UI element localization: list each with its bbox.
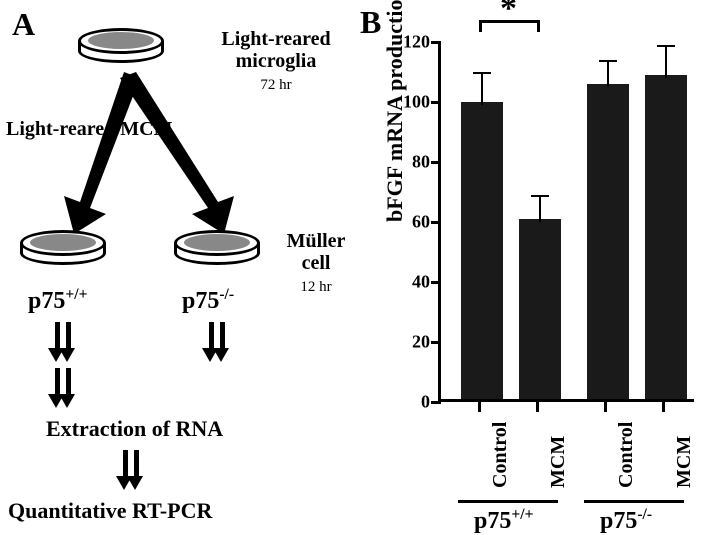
error-bar bbox=[665, 45, 667, 78]
y-tick-label: 0 bbox=[421, 392, 430, 413]
x-tick bbox=[536, 402, 539, 412]
y-tick bbox=[431, 401, 441, 404]
bar bbox=[519, 219, 561, 399]
y-tick bbox=[431, 341, 441, 344]
microglia-text: Light-reared microglia bbox=[221, 28, 330, 72]
group-line bbox=[458, 500, 558, 503]
error-bar bbox=[481, 72, 483, 105]
x-tick-label: Control bbox=[615, 422, 638, 488]
muller-label: Müller cell 12 hr bbox=[272, 230, 360, 296]
extraction-label: Extraction of RNA bbox=[46, 416, 223, 442]
muller-text: Müller cell bbox=[287, 230, 346, 274]
x-tick bbox=[478, 402, 481, 412]
y-tick-label: 20 bbox=[412, 332, 430, 353]
group-label: p75-/- bbox=[600, 506, 652, 535]
x-tick-label: MCM bbox=[547, 436, 570, 488]
panel-a-label: A bbox=[12, 6, 35, 43]
error-bar bbox=[607, 60, 609, 87]
arrow-double-icon bbox=[52, 368, 76, 408]
error-cap bbox=[531, 195, 549, 197]
group-label: p75+/+ bbox=[474, 506, 533, 535]
x-tick bbox=[662, 402, 665, 412]
x-tick bbox=[604, 402, 607, 412]
y-tick bbox=[431, 101, 441, 104]
group-line bbox=[584, 500, 684, 503]
bar bbox=[587, 84, 629, 399]
y-tick-label: 60 bbox=[412, 212, 430, 233]
mcm-label: Light-reared MCM bbox=[6, 118, 172, 141]
y-tick bbox=[431, 161, 441, 164]
dish-muller-right-icon bbox=[174, 230, 260, 268]
x-tick-label: Control bbox=[489, 422, 512, 488]
significance-star: * bbox=[500, 0, 517, 28]
muller-time: 12 hr bbox=[300, 279, 331, 295]
dish-muller-left-icon bbox=[20, 230, 106, 268]
error-cap bbox=[473, 72, 491, 74]
panel-b: B bFGF mRNA production * 020406080100120… bbox=[360, 0, 720, 534]
panel-a: A Light-reared microglia 72 hr Light-rea… bbox=[0, 0, 360, 534]
y-tick-label: 100 bbox=[403, 92, 430, 113]
x-tick-label: MCM bbox=[673, 436, 696, 488]
y-tick bbox=[431, 41, 441, 44]
arrow-double-icon bbox=[206, 322, 230, 362]
genotype-right: p75-/- bbox=[182, 286, 234, 315]
y-tick-label: 80 bbox=[412, 152, 430, 173]
genotype-left: p75+/+ bbox=[28, 286, 87, 315]
bar-chart: * 020406080100120ControlMCMControlMCMp75… bbox=[438, 42, 694, 402]
y-tick-label: 40 bbox=[412, 272, 430, 293]
y-tick bbox=[431, 281, 441, 284]
error-cap bbox=[599, 60, 617, 62]
dish-microglia-icon bbox=[78, 28, 164, 66]
y-tick-label: 120 bbox=[403, 32, 430, 53]
bar bbox=[461, 102, 503, 399]
arrow-double-icon bbox=[52, 322, 76, 362]
qpcr-label: Quantitative RT-PCR bbox=[8, 498, 212, 524]
plot-area bbox=[438, 42, 694, 402]
microglia-time: 72 hr bbox=[260, 77, 291, 93]
arrow-double-icon bbox=[120, 450, 144, 490]
panel-b-label: B bbox=[360, 4, 381, 41]
error-cap bbox=[657, 45, 675, 47]
error-bar bbox=[539, 195, 541, 222]
y-tick bbox=[431, 221, 441, 224]
bar bbox=[645, 75, 687, 399]
